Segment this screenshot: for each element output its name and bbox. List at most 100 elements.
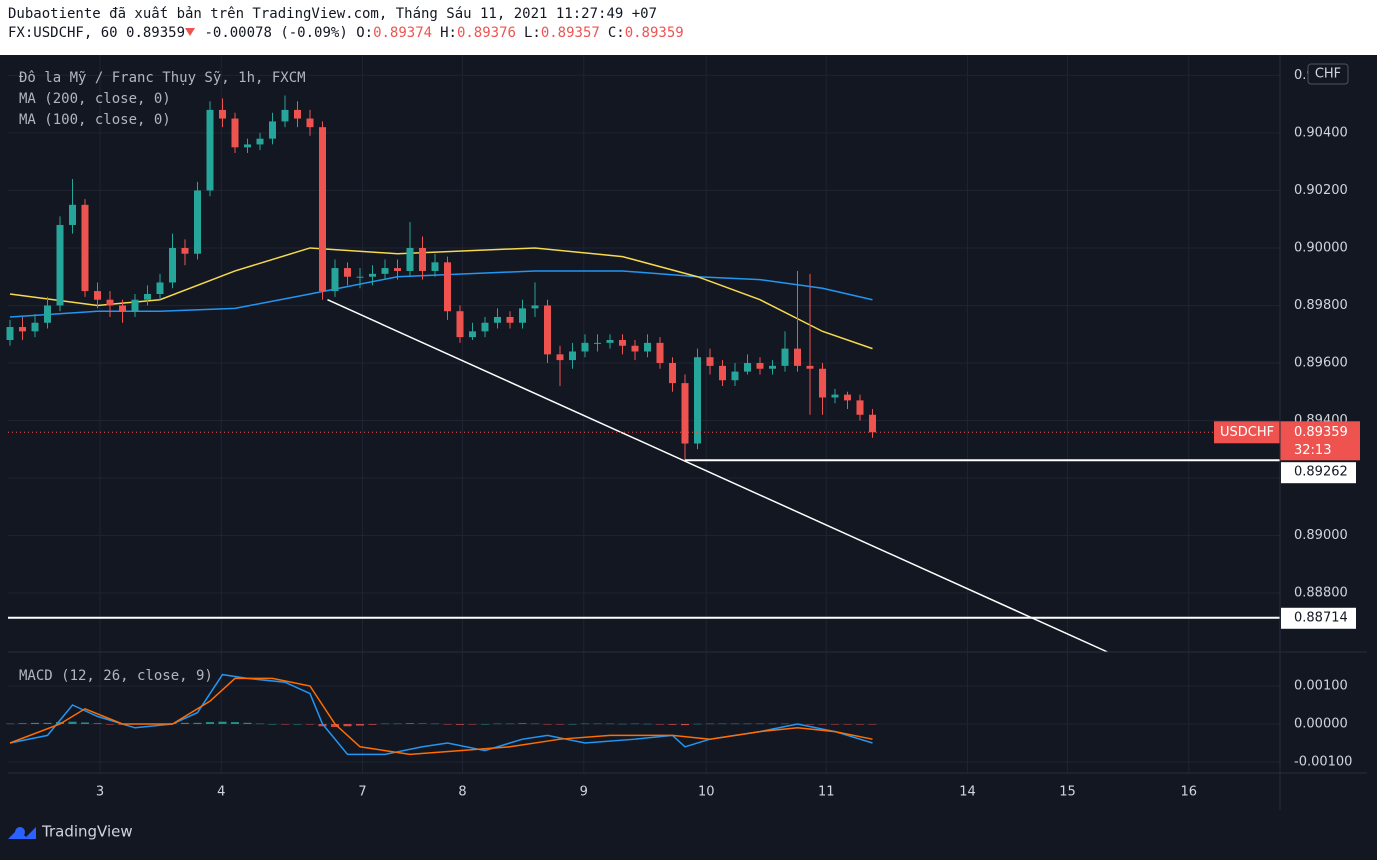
x-tick-label: 14 [959,785,976,800]
histogram-bar [18,723,27,724]
y-tick-label: 0.90000 [1294,240,1348,255]
histogram-bar [631,723,639,725]
histogram-bar [56,722,64,724]
histogram-bar [843,723,852,725]
candle-body [206,109,214,191]
x-tick-label: 9 [580,785,588,800]
histogram-bar [606,723,614,725]
candle-body [731,371,739,381]
histogram-bar [181,722,189,724]
histogram-bar [43,722,52,724]
histogram-bar [343,723,352,727]
candle-body [831,394,839,398]
x-tick-label: 8 [458,785,466,800]
price-box-label: 0.89262 [1294,465,1348,480]
histogram-bar [418,723,427,724]
candle-body [306,118,314,128]
histogram-bar [381,723,389,725]
brand: TradingView [41,823,133,841]
histogram-bar [818,723,827,725]
candle-body [369,273,376,277]
candle-body [756,362,764,369]
publisher: Dubaotiente đã xuất bản trên TradingView… [8,6,658,22]
macd-line [9,677,873,756]
candle-body [69,204,76,225]
histogram-bar [831,723,839,725]
histogram-bar [556,723,564,725]
ohlc-value: 0.89359 [624,25,684,41]
last: 0.89359 [126,25,186,41]
tag-price: 0.89359 [1294,425,1348,440]
x-tick-label: 4 [217,785,225,800]
histogram-bar [518,723,527,724]
histogram-bar [431,723,439,725]
histogram-bar [856,723,864,725]
candle-body [281,109,289,122]
candle-body [381,268,389,274]
candle-body [556,354,564,361]
price-box-label: 0.88714 [1294,610,1348,625]
histogram-bar [668,723,677,725]
y-tick-label: 0.89800 [1294,298,1348,313]
unit: CHF [1315,67,1341,82]
x-tick-label: 15 [1059,785,1076,800]
y-tick-label: 0.89600 [1294,355,1348,370]
candle-body [156,282,164,294]
legend-entry: MA (100, close, 0) [19,112,171,128]
tag-name: USDCHF [1220,425,1274,440]
candle-body [444,262,451,312]
ohlc: O:0.89374 H:0.89376 L:0.89357 C:0.89359 [356,25,692,41]
histogram-bar [706,723,714,725]
histogram-bar [868,723,877,725]
ohlc-key: H: [440,25,457,41]
candle-body [244,144,251,148]
tradingview-logo [8,827,36,839]
candle-body [469,331,476,338]
pane-title: MACD (12, 26, close, 9) [19,668,213,684]
candle-body [456,311,464,338]
macd-line [9,673,873,756]
ma-line [9,247,873,350]
histogram-bar [106,723,114,725]
quote-line: FX:USDCHF, 60 0.89359 -0.00078 (-0.09%) … [8,22,1377,44]
down-arrow [185,28,196,36]
candle-body [106,299,114,306]
y-tick-label: 0.00100 [1294,679,1348,694]
histogram-bar [293,723,302,725]
candle-body [631,345,639,352]
x-tick-label: 10 [698,785,715,800]
candle-body [481,322,489,332]
tag-countdown: 32:13 [1294,443,1331,458]
histogram-bar [31,722,39,724]
histogram-bar [756,723,764,725]
histogram-bar [81,722,89,724]
candle-body [231,118,239,148]
candle-body [519,308,526,323]
header: Dubaotiente đã xuất bản trên TradingView… [0,0,1377,55]
histogram-bar [256,723,264,725]
y-tick-label: 0.88800 [1294,586,1348,601]
chart: 3478910111415160.888000.890000.892000.89… [6,55,1367,841]
candle-body [531,305,539,309]
candle-body [19,327,26,332]
histogram-bar [68,721,77,724]
histogram-bar [543,723,552,725]
histogram-bar [731,723,739,725]
histogram-bar [593,723,602,725]
candle-body [869,414,876,433]
ohlc-value: 0.89376 [456,25,516,41]
histogram-bar [768,723,777,725]
histogram-bar [568,723,577,725]
candle-body [506,316,514,323]
candle-body [331,268,339,292]
candle-body [219,109,226,119]
histogram-bar [393,723,402,725]
histogram-bar [231,722,239,724]
candle-body [269,121,276,139]
histogram-bar [781,723,789,725]
candle-body [819,368,826,398]
histogram-bar [481,723,489,725]
histogram-bar [718,723,727,725]
candle-body [6,327,14,340]
histogram-bar [406,723,414,724]
